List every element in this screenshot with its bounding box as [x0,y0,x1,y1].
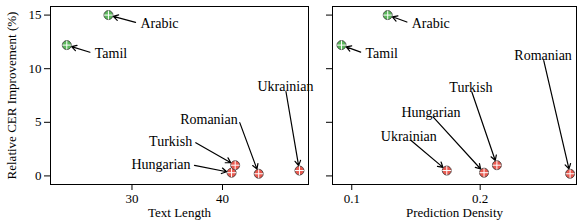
svg-text:0.2: 0.2 [472,191,488,206]
svg-text:Turkish: Turkish [149,134,192,149]
svg-text:15: 15 [29,7,42,22]
svg-text:Ukrainian: Ukrainian [257,79,313,94]
svg-text:Arabic: Arabic [412,16,450,31]
svg-text:5: 5 [35,114,42,129]
svg-text:0.1: 0.1 [344,191,360,206]
svg-text:Romanian: Romanian [180,112,238,127]
svg-text:Turkish: Turkish [449,80,492,95]
svg-text:Arabic: Arabic [140,16,178,31]
svg-text:Relative CER Improvement (%): Relative CER Improvement (%) [4,12,19,180]
svg-text:Ukrainian: Ukrainian [381,129,437,144]
svg-text:30: 30 [125,191,138,206]
svg-text:Hungarian: Hungarian [401,105,460,120]
svg-text:40: 40 [216,191,229,206]
svg-text:Tamil: Tamil [365,46,398,61]
svg-text:Romanian: Romanian [514,48,572,63]
svg-text:Prediction Density: Prediction Density [406,205,504,220]
svg-text:Tamil: Tamil [95,46,128,61]
svg-text:Hungarian: Hungarian [131,157,190,172]
svg-text:10: 10 [29,61,42,76]
svg-text:0: 0 [35,168,42,183]
svg-text:Text Length: Text Length [148,205,211,220]
